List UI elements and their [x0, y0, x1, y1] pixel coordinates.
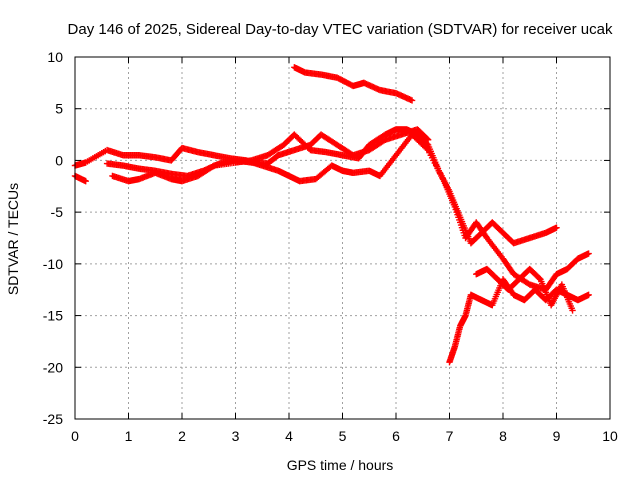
x-tick-label: 5 — [339, 428, 347, 444]
y-tick-label: 10 — [47, 49, 63, 65]
x-tick-labels: 0 1 2 3 4 5 6 7 8 9 10 — [71, 428, 618, 444]
x-tick-label: 4 — [285, 428, 293, 444]
y-tick-labels: -25 -20 -15 -10 -5 0 5 10 — [43, 49, 63, 427]
data-point-track-b — [585, 250, 592, 257]
y-tick-label: -25 — [43, 411, 63, 427]
x-tick-label: 8 — [499, 428, 507, 444]
data-point-track-a — [82, 177, 89, 185]
data-point-track-c — [424, 136, 432, 143]
y-tick-label: 0 — [55, 152, 63, 168]
x-tick-label: 1 — [125, 428, 133, 444]
x-tick-label: 2 — [178, 428, 186, 444]
chart-title: Day 146 of 2025, Sidereal Day-to-day VTE… — [68, 21, 613, 38]
data-point-track-c — [424, 135, 431, 143]
y-tick-label: 5 — [55, 101, 63, 117]
x-tick-label: 6 — [392, 428, 400, 444]
data-point-track-a — [553, 224, 560, 231]
x-axis-label: GPS time / hours — [287, 457, 394, 473]
x-tick-label: 3 — [232, 428, 240, 444]
x-tick-label: 7 — [446, 428, 454, 444]
x-tick-label: 10 — [602, 428, 618, 444]
axis-ticks — [74, 56, 611, 420]
data-point-track-f — [569, 307, 576, 314]
x-tick-label: 9 — [553, 428, 561, 444]
data-point-track-e — [585, 291, 592, 299]
y-tick-label: -10 — [43, 256, 63, 272]
grid-lines — [75, 57, 610, 419]
y-tick-label: -5 — [51, 204, 64, 220]
data-points — [71, 64, 592, 366]
y-tick-label: -20 — [43, 359, 63, 375]
data-point-track-b — [423, 145, 430, 152]
x-tick-label: 0 — [71, 428, 79, 444]
y-axis-label: SDTVAR / TECUs — [5, 183, 21, 295]
data-point-track-d — [408, 97, 416, 104]
y-tick-label: -15 — [43, 308, 63, 324]
